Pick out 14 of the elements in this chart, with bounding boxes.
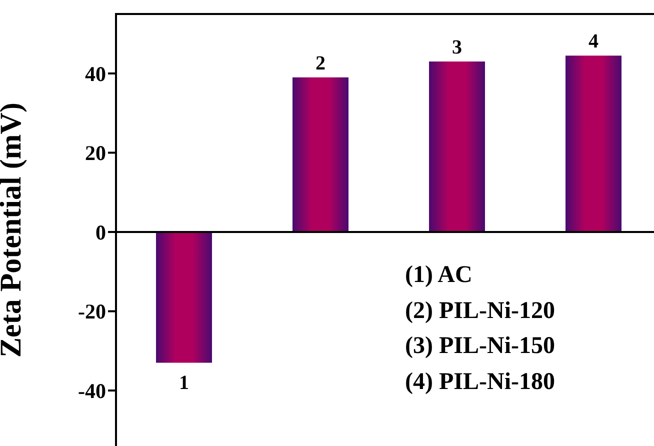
y-axis-title: Zeta Potential (mV) [0, 102, 28, 358]
annotation: (2) PIL-Ni-120 [405, 296, 555, 326]
y-tick-label: -20 [78, 300, 106, 324]
y-tick-label: -40 [78, 378, 106, 403]
annotation: (3) PIL-Ni-150 [405, 332, 555, 361]
x-tick-label: 3 [452, 36, 462, 59]
annotation: (4) PIL-Ni-180 [405, 368, 555, 396]
x-tick-label: 4 [588, 30, 598, 53]
y-tick-label: 20 [85, 141, 106, 166]
y-tick-label: 40 [85, 62, 106, 86]
y-tick-label: 0 [96, 220, 106, 244]
x-tick-label: 1 [179, 372, 189, 394]
annotation: (1) AC [405, 261, 474, 290]
x-tick-label: 2 [316, 52, 326, 74]
